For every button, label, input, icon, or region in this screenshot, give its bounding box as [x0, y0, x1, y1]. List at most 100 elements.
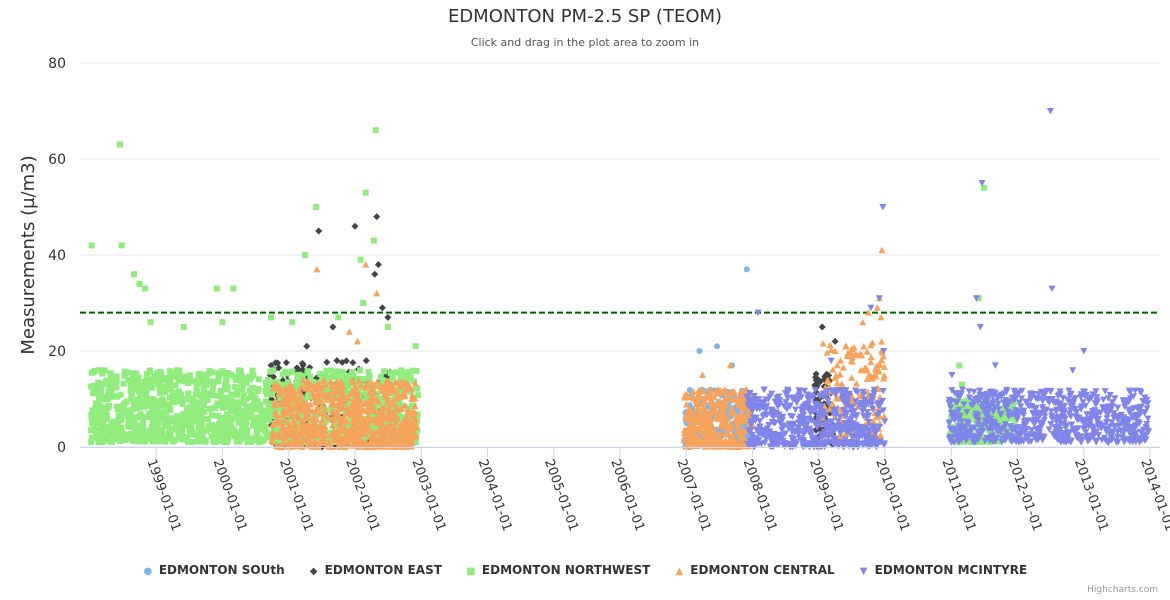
data-point — [232, 383, 239, 390]
data-point — [108, 438, 115, 445]
data-point — [338, 434, 346, 441]
data-point — [781, 430, 789, 437]
data-point — [714, 343, 721, 350]
data-point — [1010, 424, 1018, 432]
data-point — [357, 367, 364, 374]
data-point — [96, 414, 103, 421]
data-point — [221, 438, 228, 445]
data-point — [966, 430, 974, 437]
data-point — [173, 367, 180, 374]
data-point — [191, 412, 198, 419]
y-tick-label: 40 — [48, 248, 66, 264]
data-point — [860, 432, 868, 440]
data-point — [793, 395, 801, 402]
data-point — [203, 373, 210, 380]
data-point — [263, 398, 270, 405]
data-point — [826, 341, 834, 349]
data-point — [367, 433, 375, 440]
data-point — [179, 427, 186, 434]
data-point — [212, 404, 219, 411]
data-point — [1085, 422, 1093, 430]
data-point — [325, 438, 333, 446]
data-point — [169, 389, 176, 396]
credits-link[interactable]: Highcharts.com — [1087, 585, 1158, 595]
data-point — [145, 402, 152, 409]
data-point — [244, 433, 251, 440]
legend-item[interactable]: ■ EDMONTON NORTHWEST — [466, 563, 650, 577]
data-point — [258, 411, 265, 418]
data-point — [878, 246, 886, 254]
data-point — [693, 400, 701, 408]
data-point — [224, 417, 231, 424]
data-point — [951, 416, 959, 424]
data-point — [1132, 436, 1140, 444]
data-point — [91, 423, 98, 430]
data-point — [251, 406, 258, 413]
data-point — [877, 431, 885, 439]
data-point — [134, 400, 141, 407]
legend-item[interactable]: ● EDMONTON SOUth — [143, 563, 284, 577]
data-point — [237, 368, 244, 375]
data-point — [102, 411, 109, 418]
data-point — [209, 369, 216, 376]
data-point — [224, 384, 231, 391]
legend-item[interactable]: ◆ EDMONTON EAST — [309, 563, 442, 577]
data-point — [691, 423, 699, 430]
data-point — [94, 429, 101, 436]
data-point — [726, 361, 734, 369]
data-point — [335, 402, 343, 409]
data-point — [408, 403, 415, 410]
data-point — [414, 385, 421, 392]
data-point — [750, 392, 758, 400]
data-point — [349, 369, 356, 376]
data-point — [155, 398, 162, 405]
data-point — [255, 376, 262, 383]
data-point — [1100, 422, 1108, 429]
data-point — [952, 413, 960, 420]
data-point — [408, 391, 416, 399]
data-point — [389, 410, 397, 418]
data-point — [313, 204, 320, 210]
data-point — [330, 436, 338, 444]
data-point — [785, 425, 793, 432]
data-point — [135, 374, 142, 381]
data-point — [311, 431, 319, 439]
data-point — [159, 396, 166, 403]
data-point — [754, 309, 762, 317]
data-point — [371, 270, 379, 278]
data-point — [102, 437, 109, 444]
data-point — [852, 398, 860, 405]
data-point — [161, 438, 168, 445]
data-point — [1001, 410, 1008, 417]
data-point — [175, 435, 182, 442]
data-point — [318, 416, 326, 424]
legend-item[interactable]: ▼ EDMONTON MCINTYRE — [859, 563, 1027, 577]
data-point — [863, 409, 871, 416]
data-point — [308, 438, 315, 445]
data-point — [686, 386, 693, 393]
data-point — [96, 367, 103, 374]
data-point — [400, 441, 408, 449]
data-point — [1125, 429, 1133, 436]
data-point — [1068, 421, 1076, 428]
data-point — [320, 435, 328, 443]
data-point — [169, 395, 176, 402]
data-point — [1093, 394, 1101, 401]
data-point — [358, 412, 366, 420]
data-point — [1008, 411, 1016, 418]
data-point — [327, 367, 334, 374]
data-point — [830, 406, 838, 414]
data-point — [836, 427, 844, 435]
data-point — [974, 398, 982, 406]
data-point — [1090, 428, 1098, 435]
data-point — [189, 418, 196, 425]
data-point — [798, 410, 806, 417]
data-point — [728, 395, 736, 403]
data-point — [253, 430, 260, 437]
data-point — [193, 386, 200, 393]
data-point — [1047, 388, 1055, 396]
legend-item[interactable]: ▲ EDMONTON CENTRAL — [674, 563, 834, 577]
data-point — [852, 421, 860, 429]
data-point — [831, 427, 839, 434]
